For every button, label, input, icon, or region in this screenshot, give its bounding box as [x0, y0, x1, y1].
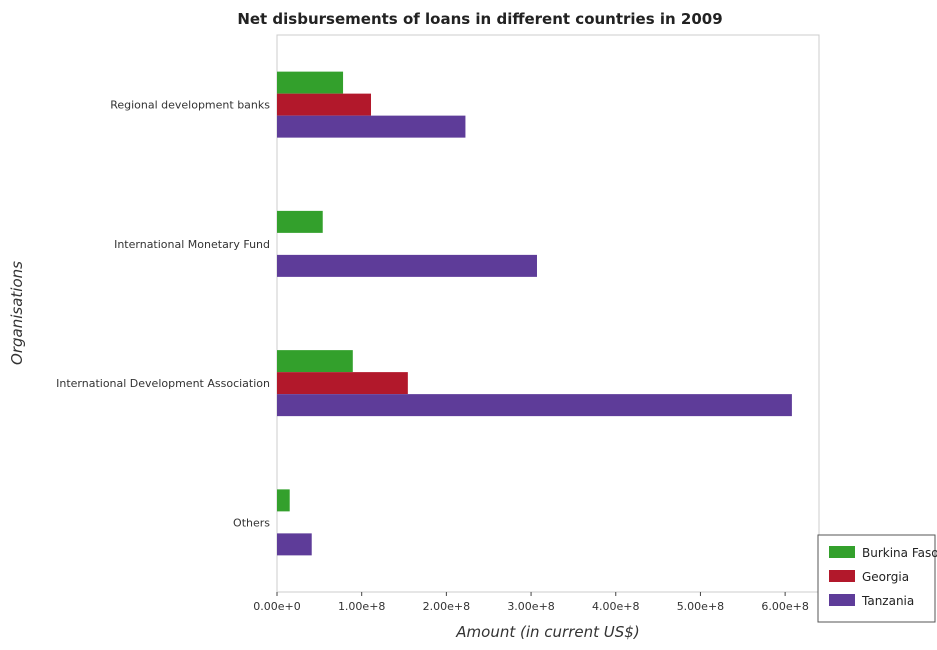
y-axis-label: Organisations [8, 261, 26, 365]
x-tick-label: 6.00e+8 [761, 600, 808, 613]
x-axis-label: Amount (in current US$) [455, 623, 639, 641]
chart-title: Net disbursements of loans in different … [237, 10, 722, 28]
x-tick-label: 5.00e+8 [677, 600, 724, 613]
legend-label-georgia: Georgia [862, 570, 909, 584]
x-tick-label: 4.00e+8 [592, 600, 639, 613]
legend-swatch-tanzania [829, 594, 855, 606]
bar-tanzania-3 [277, 533, 312, 556]
y-tick-label: Regional development banks [110, 99, 270, 112]
bar-tanzania-0 [277, 115, 466, 138]
x-tick-label: 3.00e+8 [507, 600, 554, 613]
bar-tanzania-1 [277, 254, 537, 277]
y-tick-label: International Development Association [56, 377, 270, 390]
x-tick-label: 0.00e+0 [253, 600, 300, 613]
legend-label-burkina-faso: Burkina Faso [862, 546, 937, 560]
plot-area [276, 34, 820, 593]
legend: Burkina Faso Georgia Tanzania [817, 534, 937, 623]
y-tick-label: International Monetary Fund [114, 238, 270, 251]
y-tick-label: Others [233, 516, 270, 529]
legend-swatch-georgia [829, 570, 855, 582]
bar-tanzania-2 [277, 394, 792, 417]
legend-swatch-burkina-faso [829, 546, 855, 558]
bar-burkina-faso-2 [277, 350, 353, 373]
bar-georgia-0 [277, 93, 372, 116]
bar-burkina-faso-1 [277, 210, 323, 233]
bar-georgia-2 [277, 372, 408, 395]
legend-label-tanzania: Tanzania [861, 594, 914, 608]
y-tick-labels: Regional development banks International … [56, 99, 270, 530]
bar-burkina-faso-3 [277, 489, 290, 512]
x-tick-label: 2.00e+8 [423, 600, 470, 613]
bars-group [277, 71, 792, 556]
x-tick-labels: 0.00e+0 1.00e+8 2.00e+8 3.00e+8 4.00e+8 5.00e… [253, 592, 809, 613]
bar-burkina-faso-0 [277, 71, 344, 94]
x-tick-label: 1.00e+8 [338, 600, 385, 613]
